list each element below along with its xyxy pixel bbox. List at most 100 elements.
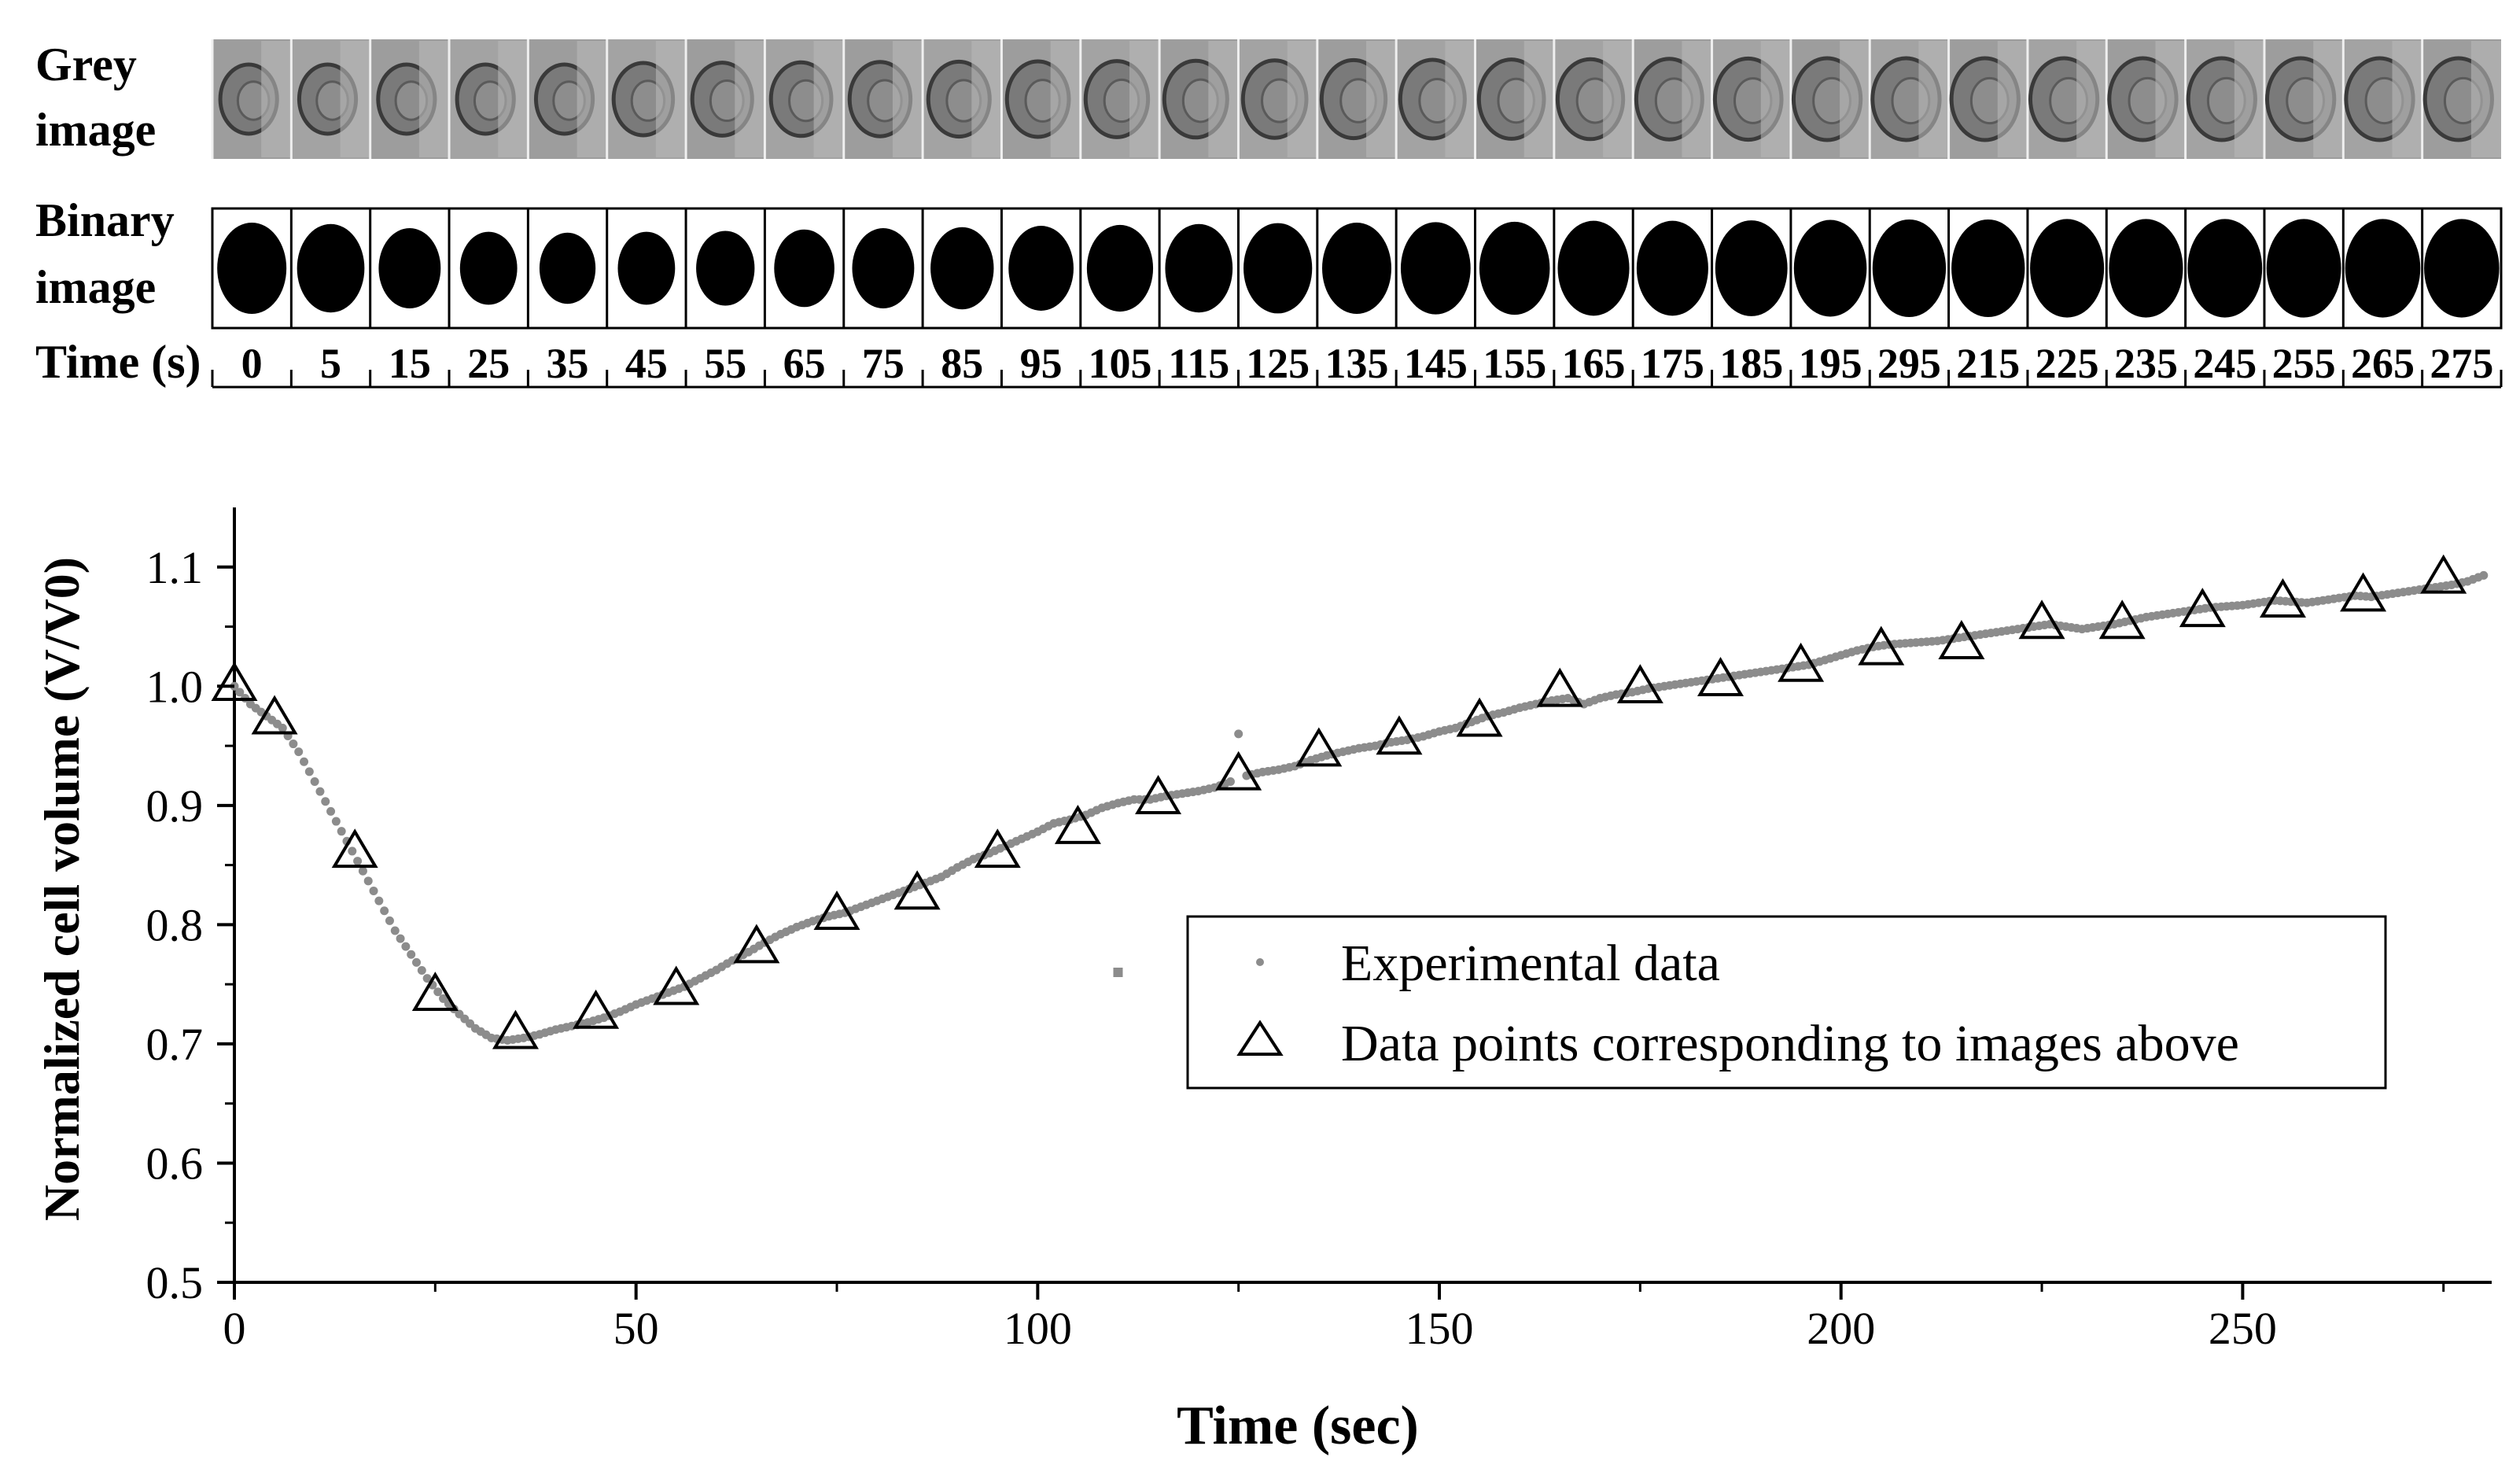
image-data-point bbox=[1858, 625, 1905, 666]
experimental-point bbox=[401, 942, 411, 951]
time-scale-label: 135 bbox=[1325, 340, 1389, 387]
binary-cell bbox=[2266, 219, 2341, 318]
grey-frame bbox=[1000, 39, 1081, 159]
experimental-point bbox=[422, 974, 432, 983]
y-tick-label: 0.8 bbox=[146, 899, 204, 950]
binary-cell bbox=[1086, 224, 1154, 312]
grey-frame-glare bbox=[2155, 41, 2186, 157]
binary-cell bbox=[617, 231, 676, 305]
grey-frame-glare bbox=[1840, 41, 1870, 157]
grey-frame bbox=[369, 39, 450, 159]
experimental-point bbox=[289, 740, 298, 749]
image-data-point bbox=[893, 870, 941, 910]
grey-frame-glare bbox=[1050, 41, 1081, 157]
y-tick-label: 0.7 bbox=[146, 1019, 204, 1070]
image-data-point bbox=[1778, 642, 1825, 682]
experimental-point bbox=[304, 767, 314, 776]
grey-frame-glare bbox=[418, 41, 450, 157]
grey-frame bbox=[526, 39, 607, 159]
y-tick-label: 1.0 bbox=[146, 661, 204, 712]
binary-frame bbox=[763, 208, 834, 328]
grey-frame bbox=[1158, 39, 1239, 159]
binary-frame bbox=[1789, 208, 1867, 328]
image-data-point bbox=[2259, 578, 2306, 618]
image-data-point bbox=[1938, 620, 1985, 659]
grey-frame-glare bbox=[971, 41, 1002, 157]
experimental-point bbox=[433, 987, 443, 997]
binary-cell bbox=[1872, 219, 1947, 318]
time-scale-label: 155 bbox=[1483, 340, 1546, 387]
chart: 0 50 100 150 200 250 0.5 0.6 0.7 0.8 0.9 1.0 1.1 Tim… bbox=[34, 507, 2492, 1456]
binary-frame bbox=[684, 208, 755, 328]
time-scale-label: 215 bbox=[1956, 340, 2020, 387]
image-data-point bbox=[1376, 715, 1423, 755]
time-scale-label: 165 bbox=[1562, 340, 1626, 387]
experimental-point bbox=[235, 688, 245, 697]
binary-row-label-line2: image bbox=[35, 261, 156, 313]
grey-image-frames bbox=[211, 39, 2501, 159]
time-scale-label: 45 bbox=[625, 340, 668, 387]
binary-cell bbox=[297, 223, 365, 313]
grey-frame-glare bbox=[2076, 41, 2107, 157]
binary-cell bbox=[774, 229, 834, 308]
grey-frame-glare bbox=[577, 41, 607, 157]
experimental-point bbox=[348, 846, 357, 856]
binary-cell bbox=[1008, 226, 1074, 311]
grey-frame-glare bbox=[2392, 41, 2422, 157]
binary-frame bbox=[2421, 208, 2500, 328]
experimental-point bbox=[315, 787, 325, 796]
image-data-point bbox=[2098, 599, 2146, 640]
image-data-point bbox=[1135, 775, 1182, 814]
grey-frame bbox=[2421, 39, 2501, 159]
experimental-point bbox=[412, 957, 422, 967]
grey-row-label-line2: image bbox=[35, 104, 156, 156]
grey-frame-glare bbox=[1445, 41, 1476, 157]
experimental-point bbox=[353, 857, 363, 866]
time-scale-label: 175 bbox=[1641, 340, 1704, 387]
experimental-point bbox=[363, 876, 373, 886]
image-data-point bbox=[653, 965, 700, 1005]
binary-frame bbox=[217, 223, 287, 314]
experimental-point bbox=[294, 747, 304, 757]
binary-frame bbox=[1236, 208, 1313, 328]
grey-frame bbox=[2184, 39, 2264, 159]
grey-frame-glare bbox=[1603, 41, 1634, 157]
binary-cell bbox=[459, 231, 518, 305]
grey-frame-glare bbox=[735, 41, 765, 157]
experimental-point bbox=[390, 926, 400, 935]
grey-frame-glare bbox=[340, 41, 370, 157]
image-data-point bbox=[1054, 804, 1101, 844]
time-scale-label: 55 bbox=[704, 340, 746, 387]
time-scale-label: 185 bbox=[1719, 340, 1783, 387]
time-scale-label: 75 bbox=[862, 340, 904, 387]
x-tick-label: 150 bbox=[1406, 1303, 1474, 1354]
image-data-point bbox=[813, 891, 860, 930]
grey-row-label-line1: Grey bbox=[35, 39, 137, 90]
grey-frame bbox=[684, 39, 765, 159]
grey-frame-glare bbox=[1129, 41, 1160, 157]
binary-frame bbox=[2184, 208, 2263, 328]
grey-frame-glare bbox=[1366, 41, 1397, 157]
image-data-point bbox=[1616, 664, 1663, 704]
image-data-point bbox=[211, 662, 258, 702]
grey-frame-glare bbox=[2313, 41, 2344, 157]
grey-frame-glare bbox=[261, 41, 292, 157]
grey-frame bbox=[1868, 39, 1949, 159]
grey-frame bbox=[289, 39, 370, 159]
time-scale-label: 235 bbox=[2114, 340, 2178, 387]
time-scale-label: 115 bbox=[1168, 340, 1229, 387]
image-data-point bbox=[1295, 727, 1343, 767]
binary-cell bbox=[1951, 219, 2025, 318]
binary-frame bbox=[448, 208, 518, 328]
grey-frame-glare bbox=[1918, 41, 1949, 157]
binary-cell bbox=[696, 231, 755, 306]
grey-frame bbox=[211, 39, 292, 159]
image-data-point bbox=[2179, 588, 2226, 628]
image-data-point bbox=[974, 828, 1021, 869]
legend-triangle-marker bbox=[1236, 1020, 1284, 1056]
image-data-point bbox=[2340, 572, 2387, 612]
time-scale-label: 195 bbox=[1799, 340, 1862, 387]
binary-frame bbox=[1553, 208, 1630, 328]
x-tick-label: 100 bbox=[1004, 1303, 1072, 1354]
